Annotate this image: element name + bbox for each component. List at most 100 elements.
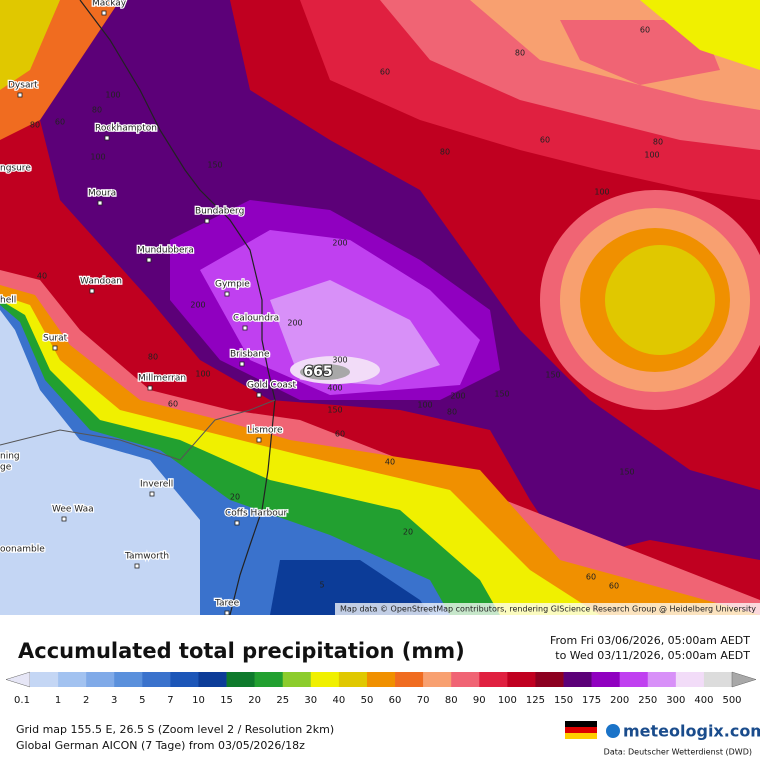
place-marker [101, 10, 107, 16]
contour-label: 60 [640, 26, 650, 35]
legend-swatch [507, 672, 536, 687]
legend-label: 20 [248, 695, 261, 706]
contour-label: 200 [287, 319, 302, 328]
place-label: Lismore [247, 426, 283, 436]
legend-swatch [282, 672, 312, 687]
legend-swatch [254, 672, 284, 687]
place-label: Inverell [140, 480, 173, 490]
legend-swatch [535, 672, 564, 687]
footer-panel: Accumulated total precipitation (mm) Fro… [5, 634, 760, 757]
contour-label: 40 [37, 272, 47, 281]
legend-swatch [198, 672, 227, 687]
title: Accumulated total precipitation (mm) [18, 639, 465, 663]
contour-label: 20 [403, 528, 413, 537]
legend-label: 100 [498, 695, 517, 706]
legend-swatch [675, 672, 705, 687]
flag [565, 721, 597, 727]
place-marker [97, 200, 103, 206]
legend-label: 90 [473, 695, 486, 706]
field [300, 364, 350, 380]
legend-swatch [647, 672, 677, 687]
attribution: Map data © OpenStreetMap contributors, r… [340, 605, 756, 614]
field [640, 0, 760, 70]
place-label: ning [0, 452, 20, 462]
legend-label: 0.1 [14, 695, 30, 706]
legend-arrow [731, 671, 757, 688]
contour-label: 100 [644, 151, 659, 160]
place-marker [256, 392, 262, 398]
place-label: ngsure [0, 164, 31, 174]
place-label: Moura [88, 189, 116, 199]
legend-swatch [86, 672, 115, 687]
legend-swatch [591, 672, 620, 687]
contour-label: 80 [515, 49, 525, 58]
place-label: Mackay [92, 0, 127, 9]
place-label: Millmerran [138, 374, 186, 384]
places: Mackay Dysart Rockhampton ngsure Moura Bundab… [0, 0, 298, 615]
place-label: oonamble [0, 545, 45, 555]
place-label: hell [0, 296, 16, 306]
period-to: to Wed 03/11/2026, 05:00am AEDT [555, 649, 750, 662]
place-label: Caloundra [233, 314, 279, 324]
legend-swatch [310, 672, 340, 687]
contour-label: 100 [105, 91, 120, 100]
legend-label: 125 [526, 695, 545, 706]
legend-label: 1 [55, 695, 61, 706]
contour-label: 60 [609, 582, 619, 591]
legend-label: 150 [554, 695, 573, 706]
legend-swatch [170, 672, 199, 687]
legend-label: 2 [83, 695, 89, 706]
contour-label: 100 [90, 153, 105, 162]
coastline [79, 0, 276, 615]
place-label: Coffs Harbour [225, 509, 287, 519]
legend-swatch [142, 672, 171, 687]
legend-label: 10 [192, 695, 205, 706]
contour-label: 5 [319, 581, 324, 590]
grid-info: Grid map 155.5 E, 26.5 S (Zoom level 2 /… [16, 723, 334, 736]
legend-swatch [703, 672, 733, 687]
legend-swatch [114, 672, 143, 687]
legend-label: 300 [666, 695, 685, 706]
contour-label: 100 [195, 370, 210, 379]
flag [565, 727, 597, 733]
data-source: Data: Deutscher Wetterdienst (DWD) [604, 748, 752, 757]
place-label: Gold Coast [247, 381, 297, 391]
place-marker [104, 135, 110, 141]
place-label: Taree [214, 599, 240, 609]
contour-label: 80 [148, 353, 158, 362]
legend-swatch [423, 672, 452, 687]
place-marker [147, 385, 153, 391]
legend-label: 40 [333, 695, 346, 706]
legend-label: 3 [111, 695, 117, 706]
legend-swatch [395, 672, 424, 687]
legend-swatch [58, 672, 87, 687]
legend-swatch [30, 672, 59, 687]
legend-label: 175 [582, 695, 601, 706]
legend-swatch [451, 672, 480, 687]
place-label: Surat [43, 334, 68, 344]
place-marker [224, 610, 230, 615]
contour-label: 80 [92, 106, 102, 115]
contour-label: 60 [55, 118, 65, 127]
contour-label: 20 [230, 493, 240, 502]
contour-label: 40 [385, 458, 395, 467]
legend-swatch [479, 672, 508, 687]
legend-label: 30 [304, 695, 317, 706]
contour-label: 60 [540, 136, 550, 145]
place-marker [17, 92, 23, 98]
contour-label: 300 [332, 356, 347, 365]
contour-label: 60 [335, 430, 345, 439]
place-marker [204, 218, 210, 224]
contour-label: 200 [332, 239, 347, 248]
legend-label: 400 [694, 695, 713, 706]
precipitation-map: Mackay Dysart Rockhampton ngsure Moura Bundab… [0, 0, 760, 615]
legend-label: 200 [610, 695, 629, 706]
model-info: Global German AICON (7 Tage) from 03/05/… [16, 739, 305, 752]
field [0, 310, 200, 615]
attribution-bg [335, 603, 760, 615]
place-label: Brisbane [230, 350, 270, 360]
brand[interactable]: meteologix.com [623, 722, 760, 741]
legend-label: 5 [139, 695, 145, 706]
